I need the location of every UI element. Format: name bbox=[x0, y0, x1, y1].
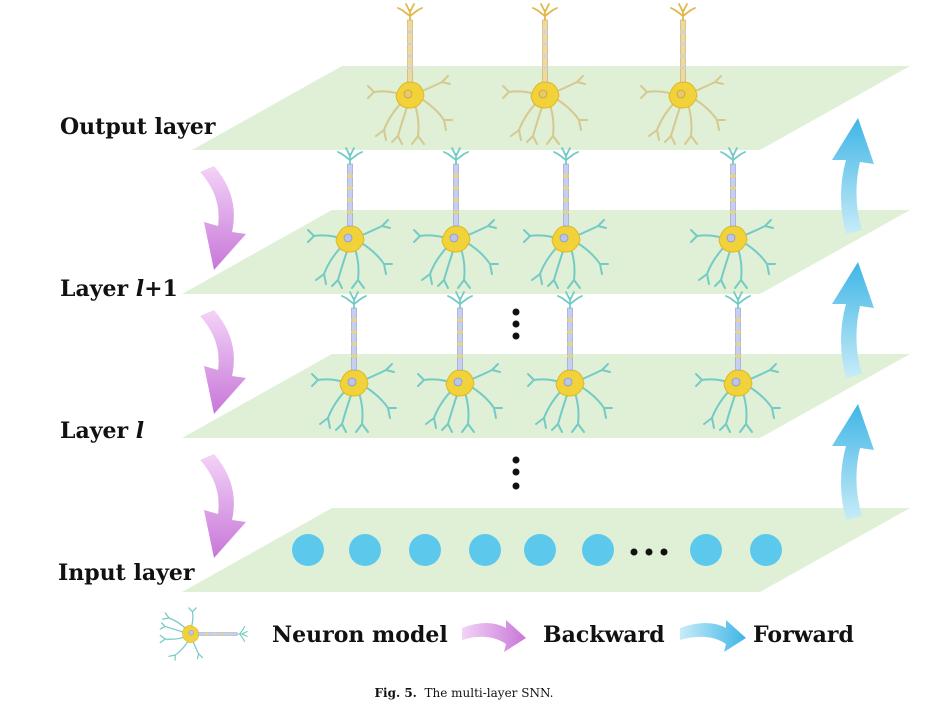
forward-arrow-icon bbox=[832, 404, 874, 520]
input-node bbox=[524, 534, 556, 566]
backward-arrow-icon bbox=[200, 166, 246, 270]
forward-arrow-icon bbox=[832, 118, 874, 234]
horizontal-ellipsis-icon bbox=[630, 548, 668, 556]
layer-l-plus-1-prefix: Layer bbox=[60, 276, 136, 302]
input-layer-label: Input layer bbox=[58, 560, 195, 586]
input-node bbox=[750, 534, 782, 566]
figure-caption-text: The multi-layer SNN. bbox=[424, 686, 554, 700]
input-node bbox=[469, 534, 501, 566]
figure-caption-label: Fig. 5. bbox=[374, 686, 417, 700]
input-node bbox=[349, 534, 381, 566]
forward-arrow-icon bbox=[680, 620, 746, 652]
backward-arrow-icon bbox=[462, 620, 526, 652]
layer-l-label: Layer l bbox=[60, 418, 144, 444]
input-node bbox=[292, 534, 324, 566]
layer-l-var: l bbox=[135, 418, 145, 444]
legend-forward-label: Forward bbox=[753, 622, 854, 648]
backward-arrow-icon bbox=[200, 310, 246, 414]
legend-backward-label: Backward bbox=[543, 622, 665, 648]
vertical-ellipsis-icon bbox=[512, 456, 520, 490]
vertical-ellipsis-icon bbox=[512, 308, 520, 340]
layer-l-prefix: Layer bbox=[60, 418, 136, 444]
neuron-icon bbox=[159, 607, 248, 661]
layer-l-plus-1-suffix: +1 bbox=[144, 276, 178, 302]
input-nodes bbox=[292, 534, 782, 566]
layer-l-plus-1-plane bbox=[182, 210, 910, 294]
backward-arrow-icon bbox=[200, 454, 246, 558]
legend-neuron-label: Neuron model bbox=[272, 622, 448, 648]
legend bbox=[159, 607, 746, 661]
forward-arrow-icon bbox=[832, 262, 874, 378]
input-node bbox=[582, 534, 614, 566]
figure-caption: Fig. 5. The multi-layer SNN. bbox=[0, 686, 928, 700]
input-node bbox=[690, 534, 722, 566]
output-layer-label: Output layer bbox=[60, 114, 216, 140]
layer-l-plus-1-var: l bbox=[135, 276, 145, 302]
layer-l-plus-1-label: Layer l+1 bbox=[60, 276, 178, 302]
input-node bbox=[409, 534, 441, 566]
